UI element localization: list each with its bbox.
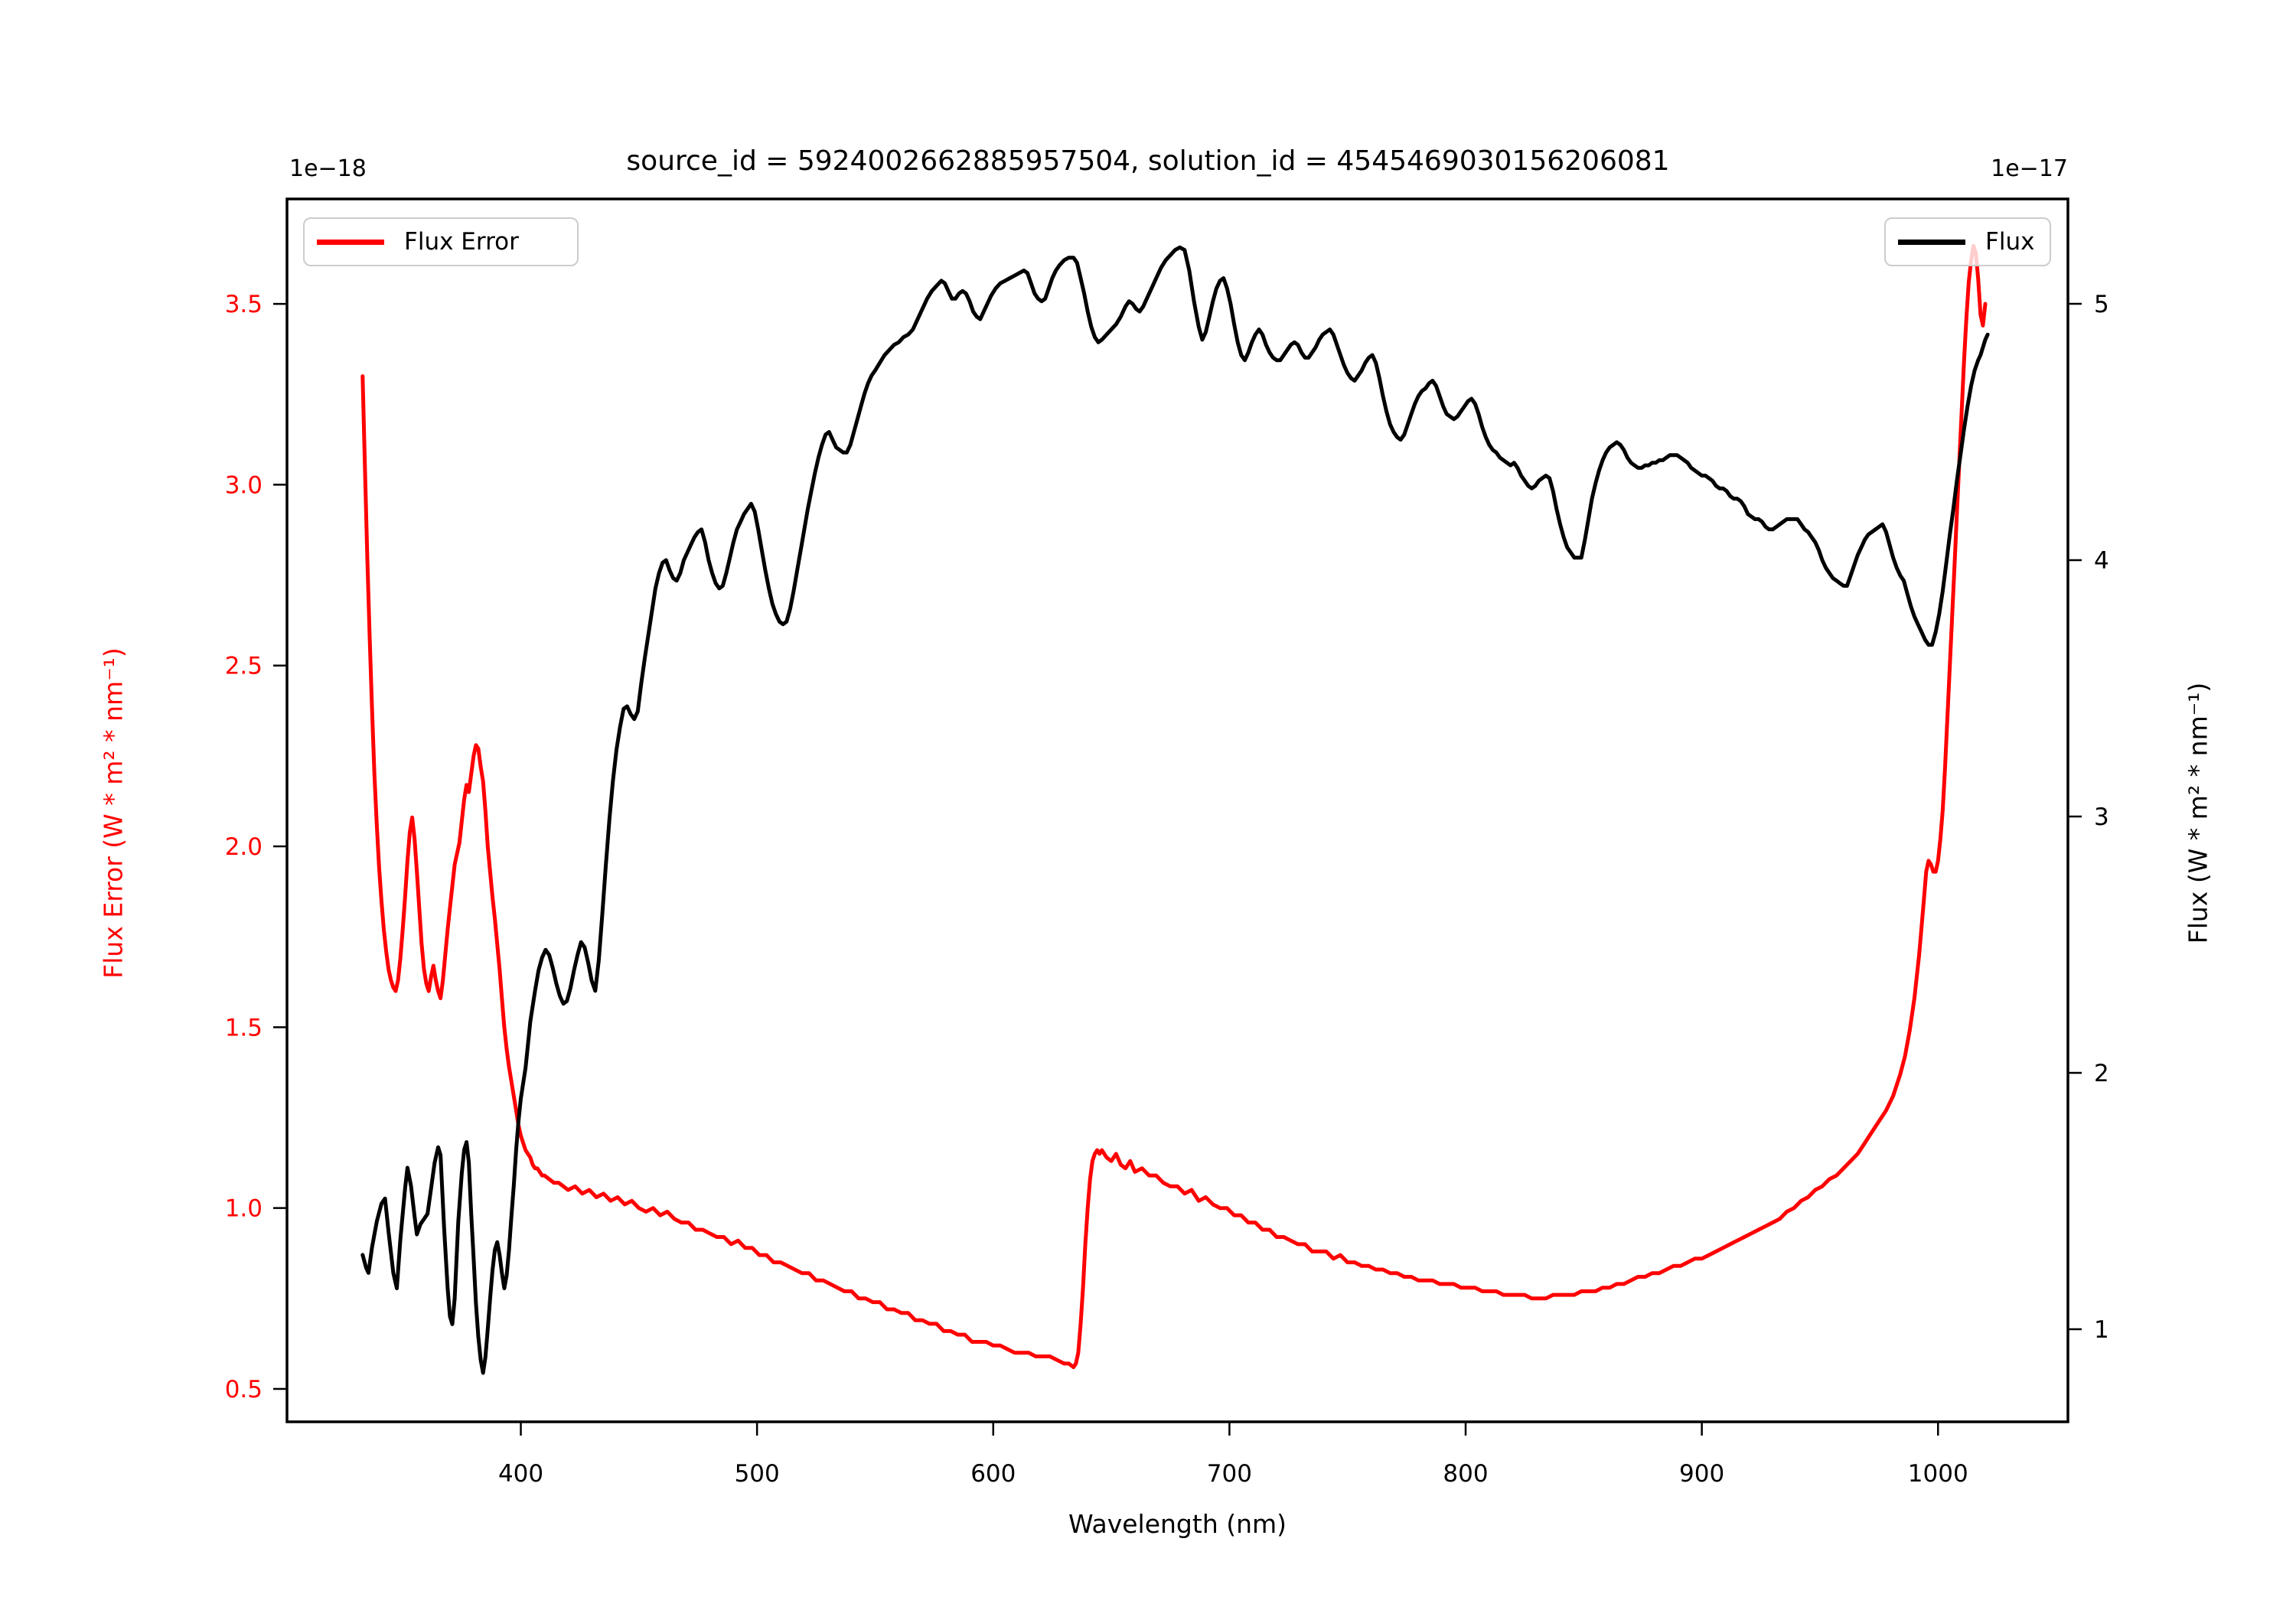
- y-tick-label-right: 1: [2094, 1316, 2109, 1344]
- chart-title: source_id = 5924002662885957504, solutio…: [626, 145, 1670, 177]
- x-axis-label: Wavelength (nm): [1068, 1509, 1287, 1539]
- x-tick-label: 900: [1679, 1460, 1724, 1488]
- x-tick-label: 700: [1207, 1460, 1252, 1488]
- x-tick-label: 500: [735, 1460, 780, 1488]
- y-tick-label-left: 3.0: [225, 471, 263, 499]
- flux-error-line-sample-icon: [317, 239, 384, 245]
- flux-error-line: [360, 243, 1988, 1370]
- left-axis-offset-text: 1e−18: [289, 155, 367, 182]
- flux-line: [360, 245, 1990, 1375]
- plot-spines: [285, 197, 2069, 1423]
- flux-line-sample-icon: [1898, 239, 1965, 245]
- legend-flux-label: Flux: [1985, 228, 2035, 256]
- y-tick-label-left: 0.5: [225, 1376, 263, 1403]
- x-tick-label: 400: [498, 1460, 543, 1488]
- x-tick-label: 800: [1443, 1460, 1488, 1488]
- y-tick-label-left: 1.0: [225, 1195, 263, 1223]
- y-tick-label-left: 2.0: [225, 833, 263, 861]
- y-tick-label-left: 2.5: [225, 653, 263, 680]
- y-tick-label-right: 5: [2094, 291, 2109, 318]
- y-tick-label-right: 2: [2094, 1060, 2109, 1087]
- y-tick-label-right: 3: [2094, 804, 2109, 831]
- y-axis-label-right: Flux (W * m² * nm⁻¹): [2183, 682, 2213, 944]
- y-tick-label-left: 1.5: [225, 1014, 263, 1041]
- legend-flux-error-label: Flux Error: [404, 228, 519, 256]
- y-tick-label-right: 4: [2094, 547, 2109, 575]
- x-tick-label: 1000: [1908, 1460, 1968, 1488]
- y-axis-label-left: Flux Error (W * m² * nm⁻¹): [98, 647, 129, 979]
- x-tick-label: 600: [970, 1460, 1016, 1488]
- legend-flux-error: Flux Error: [303, 217, 579, 266]
- y-tick-label-left: 3.5: [225, 291, 263, 318]
- legend-flux: Flux: [1884, 217, 2051, 266]
- right-axis-offset-text: 1e−17: [1991, 155, 2068, 182]
